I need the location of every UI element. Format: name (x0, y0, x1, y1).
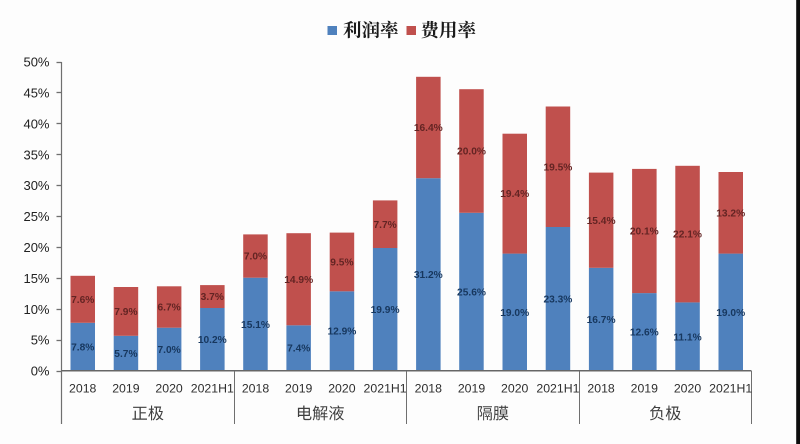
svg-text:25%: 25% (23, 209, 49, 224)
svg-text:9.5%: 9.5% (330, 258, 353, 269)
svg-text:23.3%: 23.3% (543, 295, 572, 306)
svg-text:25.6%: 25.6% (457, 288, 486, 299)
svg-text:2018: 2018 (242, 382, 270, 396)
svg-text:45%: 45% (23, 86, 49, 101)
svg-text:7.6%: 7.6% (71, 295, 94, 306)
svg-text:2019: 2019 (112, 382, 140, 396)
svg-text:19.9%: 19.9% (371, 305, 400, 316)
svg-text:11.1%: 11.1% (673, 332, 701, 343)
svg-text:13.2%: 13.2% (716, 208, 745, 219)
svg-text:2021H1: 2021H1 (536, 382, 579, 396)
svg-text:12.6%: 12.6% (630, 328, 659, 339)
svg-text:50%: 50% (23, 55, 49, 70)
svg-text:19.5%: 19.5% (543, 162, 572, 173)
svg-text:5.7%: 5.7% (114, 349, 137, 360)
svg-text:31.2%: 31.2% (414, 270, 443, 281)
svg-text:15%: 15% (23, 271, 49, 286)
svg-text:7.9%: 7.9% (114, 307, 137, 318)
svg-text:2020: 2020 (501, 382, 529, 396)
svg-text:3.7%: 3.7% (201, 292, 224, 303)
svg-text:2021H1: 2021H1 (191, 382, 234, 396)
svg-text:5%: 5% (31, 333, 50, 348)
svg-text:15.1%: 15.1% (241, 320, 270, 331)
svg-text:7.0%: 7.0% (157, 345, 180, 356)
svg-text:22.1%: 22.1% (673, 230, 702, 241)
svg-text:7.7%: 7.7% (373, 220, 396, 231)
svg-text:2021H1: 2021H1 (364, 382, 407, 396)
svg-text:7.8%: 7.8% (71, 343, 94, 354)
svg-text:14.9%: 14.9% (284, 275, 313, 286)
svg-text:2021H1: 2021H1 (709, 382, 752, 396)
svg-text:20%: 20% (23, 240, 49, 255)
svg-text:35%: 35% (23, 147, 49, 162)
svg-text:0%: 0% (31, 364, 50, 379)
svg-text:7.4%: 7.4% (287, 344, 310, 355)
svg-text:2019: 2019 (631, 382, 659, 396)
svg-text:40%: 40% (23, 116, 49, 131)
svg-text:30%: 30% (23, 178, 49, 193)
svg-text:2019: 2019 (285, 382, 313, 396)
svg-text:2018: 2018 (587, 382, 615, 396)
svg-text:19.0%: 19.0% (500, 308, 529, 319)
svg-text:20.1%: 20.1% (630, 227, 659, 238)
svg-text:2019: 2019 (458, 382, 486, 396)
svg-text:10%: 10% (23, 302, 49, 317)
svg-text:2020: 2020 (674, 382, 702, 396)
svg-text:6.7%: 6.7% (157, 303, 180, 314)
svg-text:10.2%: 10.2% (198, 335, 227, 346)
svg-text:16.4%: 16.4% (414, 123, 443, 134)
svg-text:20.0%: 20.0% (457, 147, 486, 158)
svg-text:12.9%: 12.9% (327, 327, 356, 338)
svg-text:2018: 2018 (415, 382, 443, 396)
svg-text:16.7%: 16.7% (587, 315, 616, 326)
svg-text:2020: 2020 (155, 382, 183, 396)
svg-text:15.4%: 15.4% (587, 216, 616, 227)
svg-text:2018: 2018 (69, 382, 97, 396)
svg-text:19.4%: 19.4% (500, 189, 529, 200)
svg-text:19.0%: 19.0% (716, 308, 745, 319)
svg-text:2020: 2020 (328, 382, 356, 396)
svg-text:7.0%: 7.0% (244, 252, 267, 263)
